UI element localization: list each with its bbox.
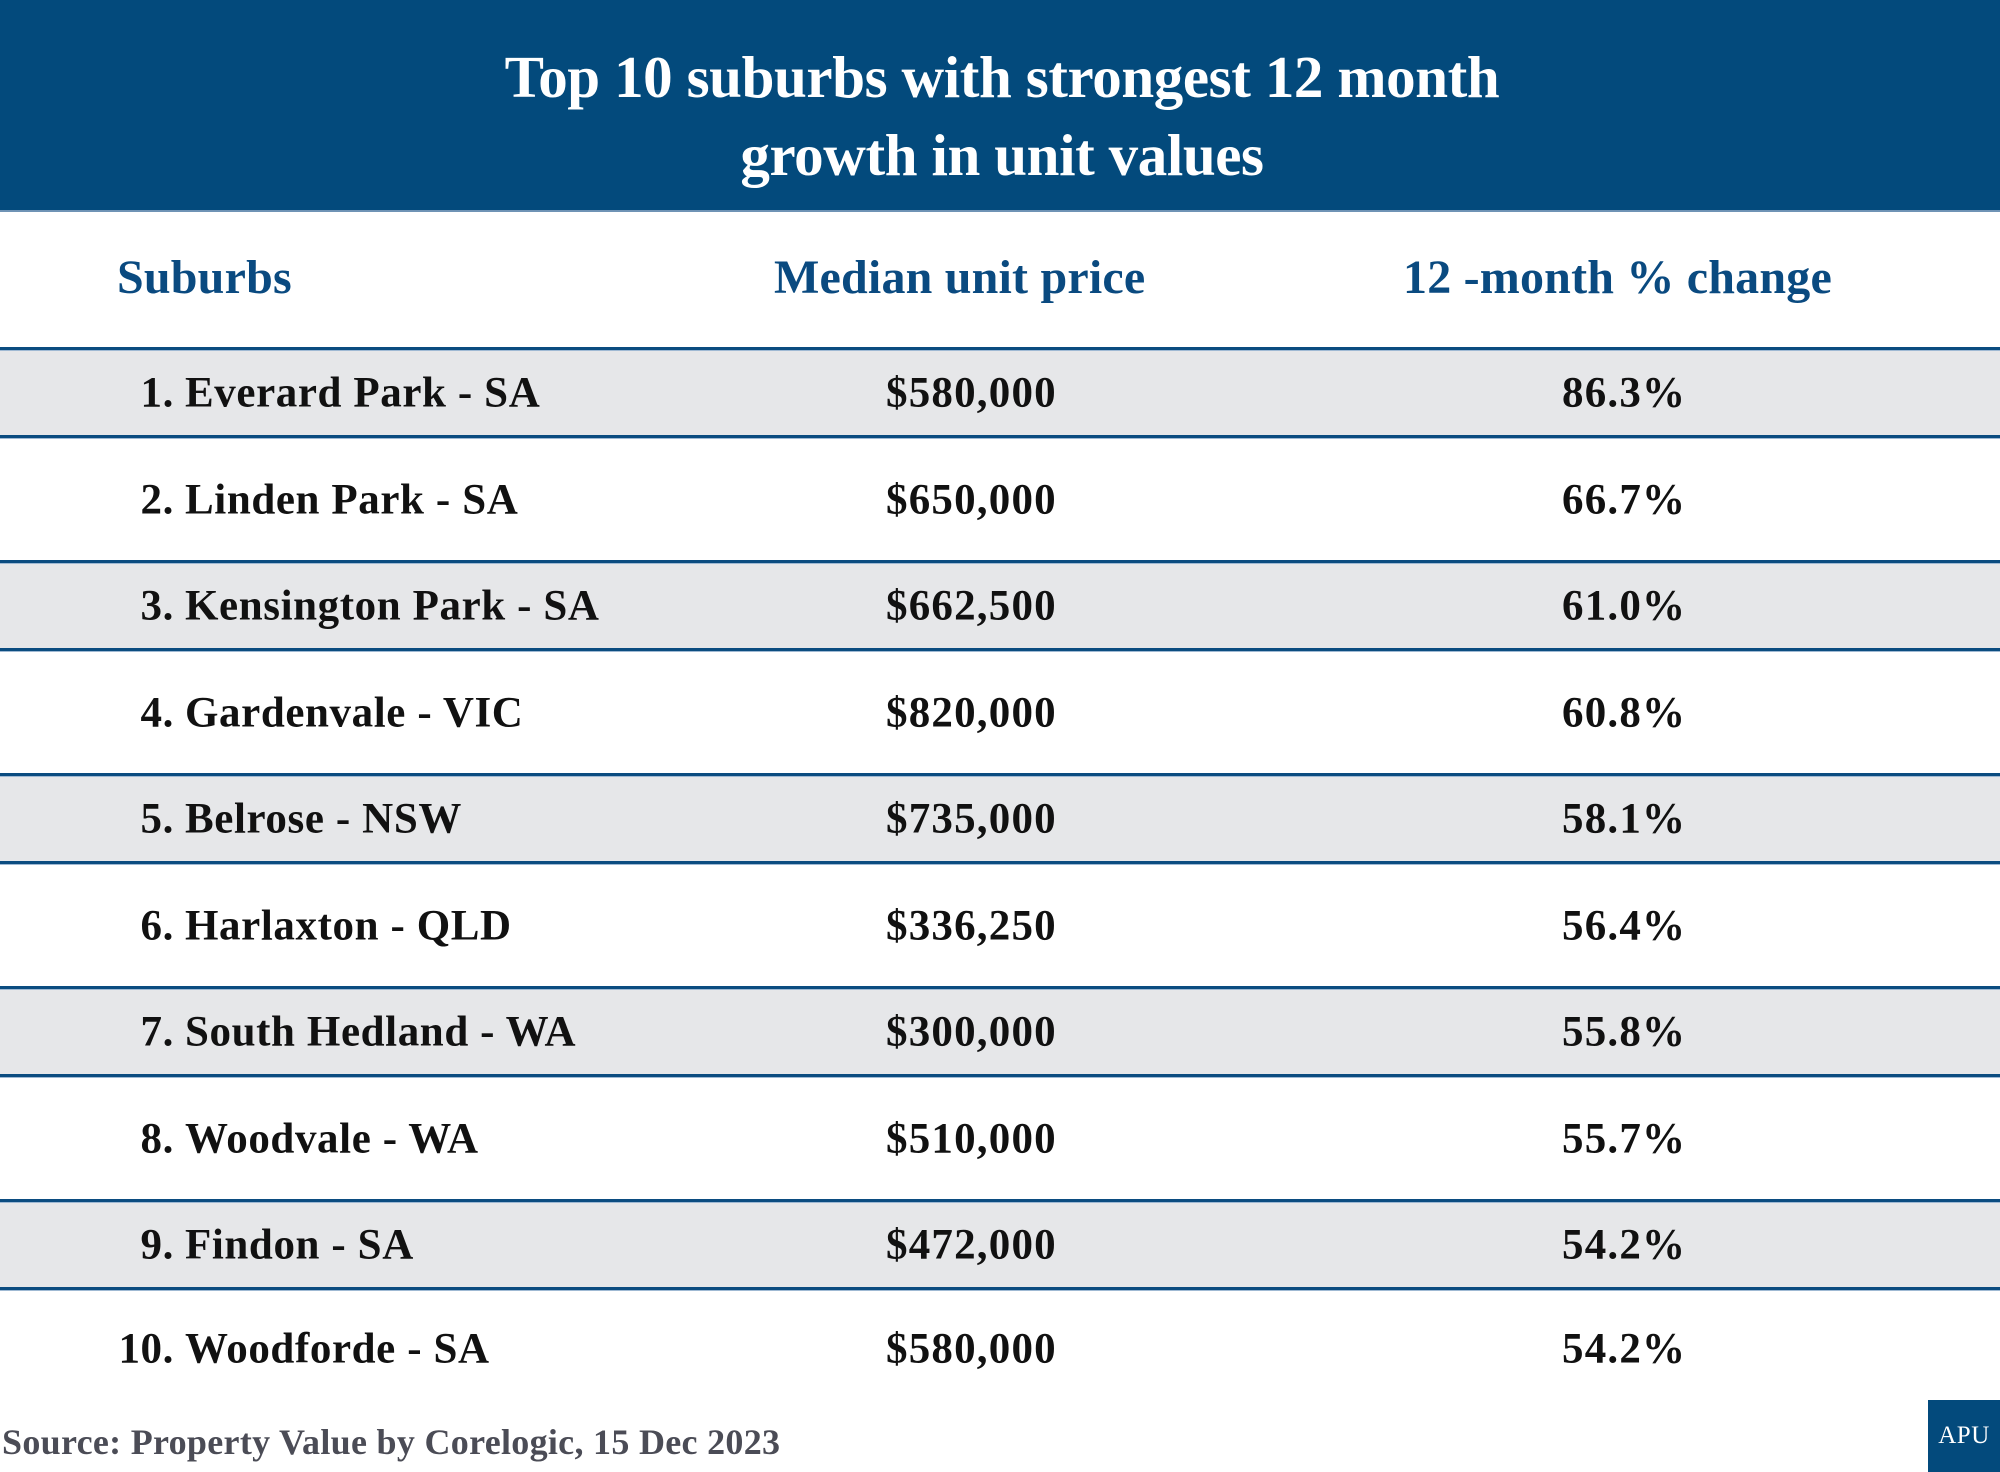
- percent-change: 55.7%: [1562, 1115, 1687, 1162]
- apu-logo: APU: [1928, 1400, 2000, 1472]
- row-divider: [0, 861, 2000, 865]
- percent-change: 55.8%: [1562, 1008, 1687, 1056]
- percent-change: 60.8%: [1562, 689, 1687, 736]
- column-header-median-price: Median unit price: [774, 251, 1146, 304]
- median-price: $662,500: [886, 582, 1057, 630]
- suburb-name: Woodforde - SA: [185, 1325, 490, 1373]
- percent-change: 58.1%: [1562, 795, 1687, 843]
- table-row: 2. Linden Park - SA $650,000 66.7%: [0, 439, 2000, 560]
- median-price: $735,000: [886, 795, 1057, 843]
- title-line-2: growth in unit values: [740, 122, 1264, 188]
- suburb-name: Linden Park - SA: [185, 476, 519, 523]
- suburb-name: Kensington Park - SA: [185, 582, 600, 630]
- row-divider: [0, 1287, 2000, 1291]
- median-price: $580,000: [886, 369, 1057, 417]
- table-row: 6. Harlaxton - QLD $336,250 56.4%: [0, 865, 2000, 986]
- rank: 2.: [140, 476, 174, 523]
- rank: 5.: [140, 795, 174, 843]
- suburb-name: South Hedland - WA: [185, 1008, 577, 1056]
- suburb-name: Harlaxton - QLD: [185, 902, 512, 949]
- rank: 10.: [118, 1325, 174, 1373]
- title-line-1: Top 10 suburbs with strongest 12 month: [504, 44, 1500, 110]
- column-header-suburbs: Suburbs: [117, 251, 292, 304]
- table-row: 4. Gardenvale - VIC $820,000 60.8%: [0, 652, 2000, 773]
- title-banner: Top 10 suburbs with strongest 12 month g…: [0, 0, 2000, 212]
- rank: 8.: [140, 1115, 174, 1162]
- percent-change: 66.7%: [1562, 476, 1687, 523]
- rank: 1.: [140, 369, 174, 417]
- row-divider: [0, 986, 2000, 990]
- percent-change: 61.0%: [1562, 582, 1687, 630]
- row-divider: [0, 435, 2000, 439]
- table-row: 7. South Hedland - WA $300,000 55.8%: [0, 990, 2000, 1074]
- suburb-name: Everard Park - SA: [185, 369, 541, 417]
- percent-change: 56.4%: [1562, 902, 1687, 949]
- percent-change: 86.3%: [1562, 369, 1687, 417]
- rank: 3.: [140, 582, 174, 630]
- median-price: $580,000: [886, 1325, 1057, 1373]
- row-divider: [0, 773, 2000, 777]
- rank: 7.: [140, 1008, 174, 1056]
- percent-change: 54.2%: [1562, 1325, 1687, 1373]
- rank: 9.: [140, 1221, 174, 1269]
- table-row: 8. Woodvale - WA $510,000 55.7%: [0, 1078, 2000, 1199]
- suburb-name: Gardenvale - VIC: [185, 689, 524, 736]
- suburb-name: Woodvale - WA: [185, 1115, 479, 1162]
- row-divider: [0, 560, 2000, 564]
- median-price: $820,000: [886, 689, 1057, 736]
- source-note: Source: Property Value by Corelogic, 15 …: [2, 1422, 781, 1462]
- table-row: 9. Findon - SA $472,000 54.2%: [0, 1203, 2000, 1287]
- median-price: $336,250: [886, 902, 1057, 949]
- percent-change: 54.2%: [1562, 1221, 1687, 1269]
- table-row: 10. Woodforde - SA $580,000 54.2%: [0, 1291, 2000, 1407]
- median-price: $650,000: [886, 476, 1057, 523]
- median-price: $300,000: [886, 1008, 1057, 1056]
- median-price: $510,000: [886, 1115, 1057, 1162]
- row-divider: [0, 347, 2000, 351]
- row-divider: [0, 1074, 2000, 1078]
- column-header-percent-change: 12 -month % change: [1403, 251, 1832, 304]
- suburb-name: Findon - SA: [185, 1221, 414, 1269]
- table-row: 5. Belrose - NSW $735,000 58.1%: [0, 777, 2000, 861]
- table-row: 1. Everard Park - SA $580,000 86.3%: [0, 351, 2000, 435]
- table-row: 3. Kensington Park - SA $662,500 61.0%: [0, 564, 2000, 648]
- row-divider: [0, 648, 2000, 652]
- rank: 4.: [140, 689, 174, 736]
- row-divider: [0, 1199, 2000, 1203]
- rank: 6.: [140, 902, 174, 949]
- suburb-name: Belrose - NSW: [185, 795, 462, 843]
- median-price: $472,000: [886, 1221, 1057, 1269]
